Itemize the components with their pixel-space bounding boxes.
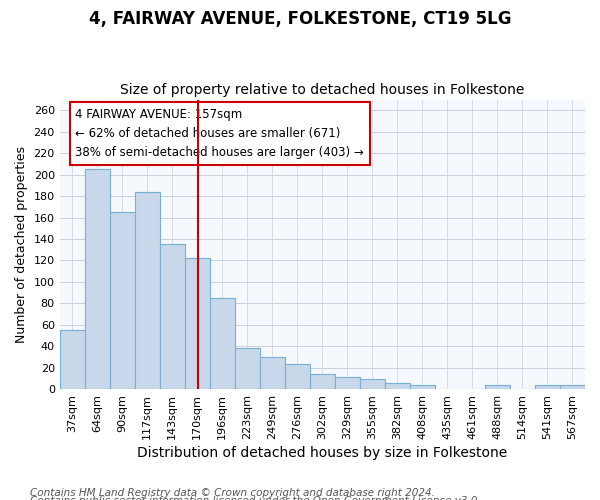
Bar	[110, 212, 135, 389]
Y-axis label: Number of detached properties: Number of detached properties	[15, 146, 28, 343]
Bar	[535, 385, 560, 389]
Bar	[210, 298, 235, 389]
Text: Contains public sector information licensed under the Open Government Licence v3: Contains public sector information licen…	[30, 496, 481, 500]
Bar	[235, 348, 260, 389]
Title: Size of property relative to detached houses in Folkestone: Size of property relative to detached ho…	[120, 83, 524, 97]
Bar	[485, 385, 510, 389]
Text: 4 FAIRWAY AVENUE: 157sqm
← 62% of detached houses are smaller (671)
38% of semi-: 4 FAIRWAY AVENUE: 157sqm ← 62% of detach…	[76, 108, 364, 159]
Bar	[410, 385, 435, 389]
Bar	[385, 382, 410, 389]
Bar	[135, 192, 160, 389]
Bar	[59, 330, 85, 389]
Bar	[560, 385, 585, 389]
Bar	[285, 364, 310, 389]
Bar	[185, 258, 210, 389]
Bar	[360, 380, 385, 389]
Bar	[260, 357, 285, 389]
Bar	[310, 374, 335, 389]
Bar	[160, 244, 185, 389]
Bar	[335, 378, 360, 389]
X-axis label: Distribution of detached houses by size in Folkestone: Distribution of detached houses by size …	[137, 446, 508, 460]
Bar	[85, 170, 110, 389]
Text: Contains HM Land Registry data © Crown copyright and database right 2024.: Contains HM Land Registry data © Crown c…	[30, 488, 435, 498]
Text: 4, FAIRWAY AVENUE, FOLKESTONE, CT19 5LG: 4, FAIRWAY AVENUE, FOLKESTONE, CT19 5LG	[89, 10, 511, 28]
